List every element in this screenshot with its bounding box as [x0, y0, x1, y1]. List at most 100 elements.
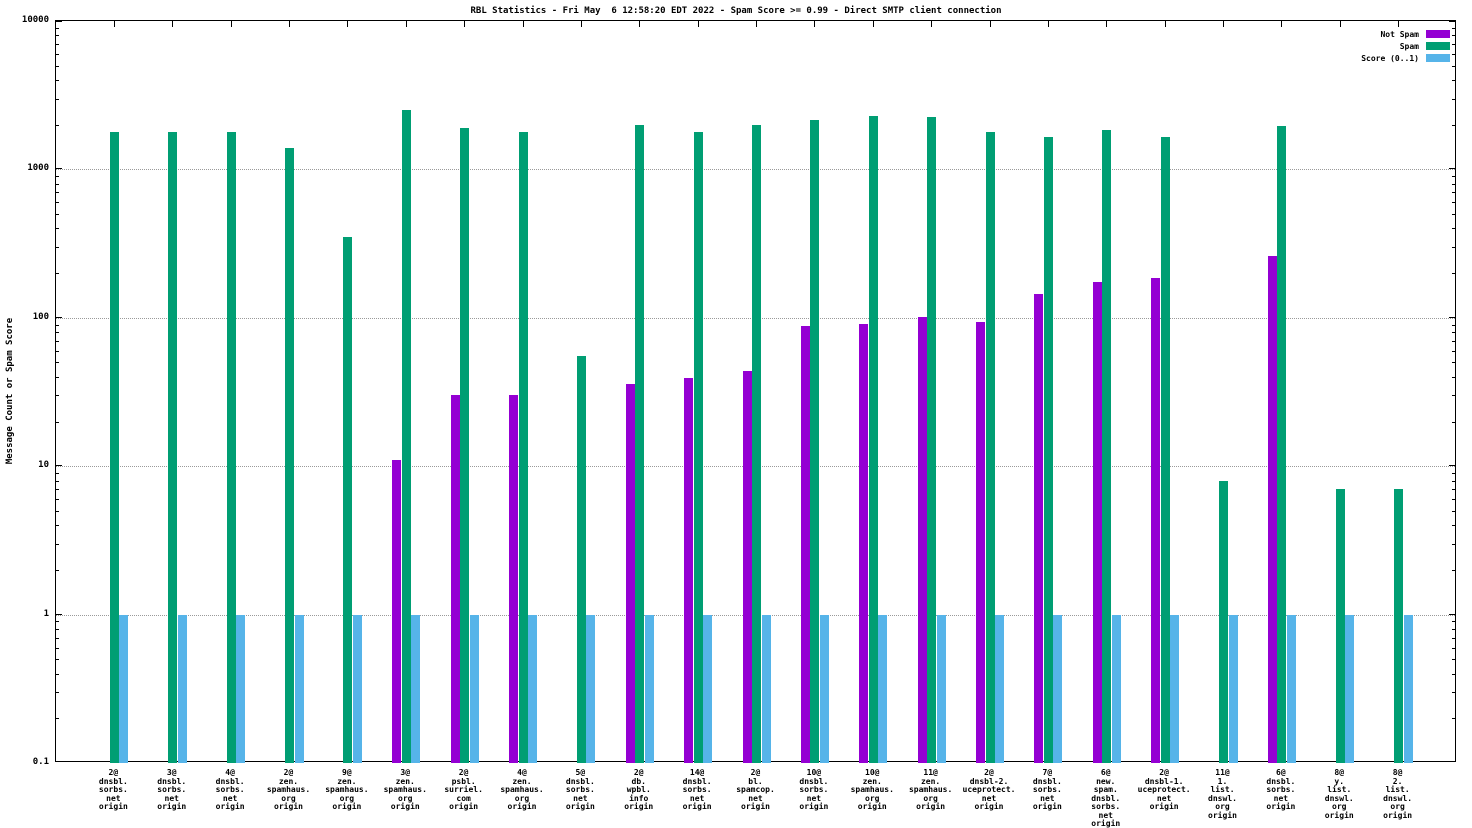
bar-spam [635, 124, 645, 763]
x-tick [405, 21, 407, 27]
y-minor-tick [56, 510, 59, 512]
bar-score [1403, 614, 1413, 763]
bar-spam [226, 131, 236, 763]
x-tick-label: 10@ dnsbl. sorbs. net origin [799, 768, 829, 811]
y-minor-tick [1452, 628, 1455, 630]
x-tick-label: 3@ zen. spamhaus. org origin [383, 768, 427, 811]
y-tick-label: 1000 [27, 163, 49, 174]
x-tick [1398, 21, 1400, 27]
x-tick [1106, 21, 1108, 27]
y-minor-tick [1452, 647, 1455, 649]
y-minor-tick [56, 628, 59, 630]
y-minor-tick [56, 228, 59, 230]
bar-not-spam [509, 395, 518, 763]
y-minor-tick [1452, 489, 1455, 491]
y-minor-tick [56, 35, 59, 37]
bar-spam [868, 115, 878, 763]
bar-spam [1219, 480, 1228, 763]
x-tick [872, 21, 874, 27]
x-tick-label: 8@ y. list. dnswl. org origin [1324, 768, 1354, 820]
x-tick-label: 8@ 2. list. dnswl. org origin [1383, 768, 1413, 820]
bar-score [819, 614, 829, 763]
y-tick [56, 316, 62, 318]
y-tick-label: 100 [32, 311, 49, 322]
y-minor-tick [1452, 421, 1455, 423]
y-tick-label: 10 [38, 460, 49, 471]
bar-spam [693, 131, 703, 763]
y-minor-tick [1452, 80, 1455, 82]
x-tick-label: 2@ psbl. surriel. com origin [444, 768, 483, 811]
bar-spam [285, 147, 294, 763]
x-tick-label: 2@ dnsbl-1. uceprotect. net origin [1137, 768, 1191, 811]
y-minor-tick [1452, 525, 1455, 527]
bar-score [1170, 614, 1180, 763]
x-tick [931, 21, 933, 27]
x-tick [580, 21, 582, 27]
bar-not-spam [742, 370, 752, 763]
bar-spam [1043, 137, 1053, 763]
y-minor-tick [56, 214, 59, 216]
y-minor-tick [1452, 472, 1455, 474]
chart-title: RBL Statistics - Fri May 6 12:58:20 EDT … [470, 6, 1002, 16]
y-minor-tick [1452, 395, 1455, 397]
y-minor-tick [1452, 659, 1455, 661]
y-minor-tick [1452, 176, 1455, 178]
x-tick [230, 21, 232, 27]
bar-score [411, 614, 421, 763]
x-tick-label: 6@ dnsbl. sorbs. net origin [1266, 768, 1296, 811]
bar-score [936, 614, 946, 763]
y-minor-tick [56, 718, 59, 720]
bar-score [352, 614, 362, 763]
y-minor-tick [1452, 324, 1455, 326]
bar-score [1228, 614, 1238, 763]
x-tick-label: 4@ dnsbl. sorbs. net origin [215, 768, 245, 811]
y-minor-tick [56, 43, 59, 45]
legend-item: Not Spam [1361, 28, 1450, 40]
y-minor-tick [56, 324, 59, 326]
x-tick [1164, 21, 1166, 27]
y-minor-tick [56, 176, 59, 178]
y-tick-label: 1 [43, 608, 49, 619]
y-minor-tick [56, 192, 59, 194]
bar-not-spam [800, 326, 810, 763]
bar-not-spam [450, 395, 460, 763]
legend-item-label: Score (0..1) [1361, 53, 1419, 63]
y-tick [1449, 761, 1455, 762]
y-minor-tick [1452, 376, 1455, 378]
x-tick [1047, 21, 1049, 27]
x-tick-label: 11@ 1. list. dnswl. org origin [1208, 768, 1237, 820]
y-minor-tick [56, 350, 59, 352]
y-minor-tick [56, 202, 59, 204]
y-minor-tick [56, 472, 59, 474]
y-minor-tick [56, 543, 59, 545]
y-axis-label: Message Count or Spam Score [5, 317, 15, 465]
y-minor-tick [1452, 499, 1455, 501]
bar-spam [927, 117, 937, 763]
x-tick [697, 21, 699, 27]
y-minor-tick [56, 362, 59, 364]
bar-spam [1277, 126, 1287, 763]
x-tick-label: 2@ dnsbl. sorbs. net origin [98, 768, 128, 811]
y-minor-tick [56, 395, 59, 397]
legend-item: Spam [1361, 40, 1450, 52]
x-tick [464, 21, 466, 27]
y-minor-tick [56, 183, 59, 185]
bar-spam [985, 131, 995, 763]
bar-score [1286, 614, 1296, 763]
bar-spam [1335, 489, 1345, 763]
x-tick-label: 2@ bl. spamcop. net origin [736, 768, 775, 811]
y-minor-tick [1452, 692, 1455, 694]
bar-spam [1394, 489, 1404, 763]
bar-score [119, 614, 129, 763]
y-minor-tick [1452, 202, 1455, 204]
x-tick-label: 2@ db. wpbl. info origin [624, 768, 654, 811]
y-minor-tick [1452, 569, 1455, 571]
bar-not-spam [684, 378, 694, 763]
y-minor-tick [1452, 332, 1455, 334]
bar-not-spam [1267, 256, 1277, 763]
bar-spam [1160, 137, 1170, 763]
bar-not-spam [976, 322, 985, 763]
x-tick [1339, 21, 1341, 27]
bar-score [1345, 614, 1355, 763]
y-minor-tick [1452, 228, 1455, 230]
